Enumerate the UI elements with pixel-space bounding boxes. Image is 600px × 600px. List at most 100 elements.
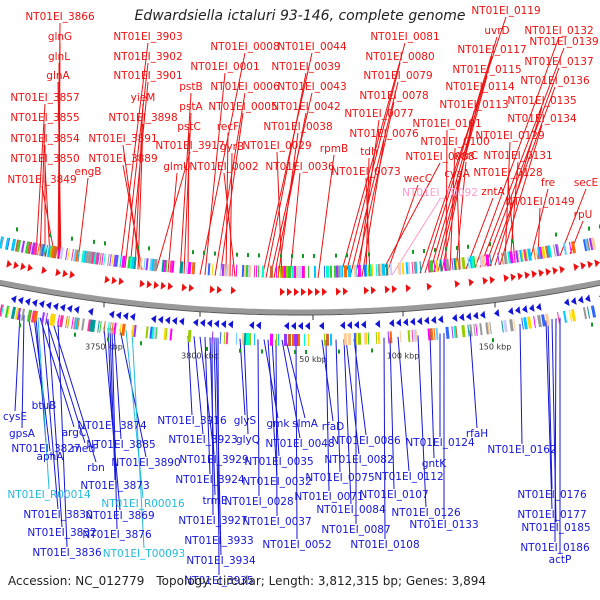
- bottom-gene-label: NT01EI_0048: [265, 438, 334, 450]
- bottom-leader-line: [213, 337, 220, 536]
- trna-marker: [511, 239, 513, 244]
- cog-block-forward: [553, 244, 556, 257]
- top-gene-label: NT01EI_0029: [242, 140, 311, 152]
- cog-block-reverse: [513, 318, 516, 331]
- cog-block-forward: [161, 259, 165, 272]
- cog-block-reverse: [445, 326, 450, 339]
- bottom-leader-line: [57, 320, 68, 548]
- top-gene-label: NT01EI_0101: [412, 118, 481, 130]
- cog-block-forward: [155, 259, 158, 272]
- cog-block-forward: [255, 265, 258, 278]
- cog-block-forward: [473, 255, 476, 268]
- forward-cds-arrow: [426, 282, 432, 291]
- reverse-cds-arrow: [200, 319, 206, 328]
- top-leader-line: [122, 164, 143, 270]
- top-leader-line: [44, 164, 51, 258]
- cog-block-forward: [525, 249, 528, 262]
- cog-block-forward: [119, 255, 122, 268]
- reverse-cds-arrow: [340, 321, 346, 330]
- cog-block-reverse: [163, 327, 167, 341]
- bottom-leader-line: [109, 328, 116, 481]
- cog-block-reverse: [71, 316, 74, 329]
- trna-marker: [588, 226, 590, 231]
- bottom-leader-line: [285, 339, 306, 419]
- bottom-gene-label: NT01EI_R00016: [101, 498, 185, 510]
- forward-cds-arrow: [405, 284, 411, 293]
- bottom-gene-label: NT01EI_0035: [244, 456, 313, 468]
- trna-marker: [16, 227, 18, 232]
- cog-block-forward: [193, 262, 196, 275]
- cog-block-forward: [73, 249, 77, 262]
- cog-block-reverse: [77, 317, 80, 330]
- reverse-cds-arrow: [403, 318, 409, 327]
- forward-cds-arrow: [335, 287, 341, 296]
- forward-cds-arrow: [146, 280, 152, 289]
- cog-block-forward: [541, 246, 546, 259]
- cog-block-reverse: [375, 332, 378, 345]
- cog-block-reverse: [81, 318, 85, 331]
- cog-block-reverse: [57, 314, 60, 327]
- trna-marker: [434, 248, 436, 253]
- map-footer: Accession: NC_012779 Topology: circular; …: [8, 574, 598, 588]
- backbone-arc: [0, 279, 600, 315]
- top-gene-label: glnG: [48, 31, 72, 43]
- top-gene-label: pstB: [179, 81, 202, 93]
- bottom-gene-label: cysE: [3, 411, 27, 423]
- bottom-gene-label: NT01EI_3874: [77, 420, 147, 432]
- cog-block-reverse: [461, 325, 466, 338]
- forward-cds-arrow: [216, 285, 222, 294]
- tick-label: 50 kbp: [299, 355, 327, 364]
- cog-block-reverse: [277, 333, 280, 346]
- cog-block-forward: [457, 257, 460, 270]
- trna-marker: [239, 348, 241, 353]
- cog-block-reverse: [433, 328, 436, 341]
- top-gene-label: NT01EI_3903: [113, 31, 182, 43]
- forward-cds-arrow: [55, 268, 61, 277]
- cog-block-forward: [81, 250, 85, 263]
- reverse-cds-arrow: [116, 311, 122, 320]
- bottom-leader-line: [113, 328, 122, 440]
- cog-block-forward: [257, 265, 260, 278]
- cog-block-forward: [279, 265, 282, 278]
- cog-block-forward: [387, 263, 390, 276]
- top-leader-line: [199, 52, 246, 275]
- top-gene-label: NT01EI_0139: [529, 36, 598, 48]
- bottom-gene-label: NT01EI_3935: [184, 575, 253, 587]
- bottom-gene-label: NT01EI_3916: [157, 415, 227, 427]
- bottom-leader-line: [281, 339, 301, 439]
- bottom-leader-line: [111, 328, 118, 530]
- cog-block-forward: [509, 251, 514, 264]
- reverse-cds-arrow: [46, 301, 52, 310]
- cog-block-reverse: [343, 333, 348, 346]
- cog-block-forward: [133, 256, 137, 270]
- reverse-cds-arrow: [571, 296, 577, 305]
- top-leader-line: [456, 179, 461, 270]
- cog-block-forward: [367, 264, 370, 277]
- reverse-cds-arrow: [438, 315, 444, 324]
- cog-block-reverse: [389, 331, 393, 344]
- cog-block-forward: [501, 252, 504, 265]
- cog-block-forward: [539, 246, 543, 259]
- trna-marker: [93, 239, 95, 244]
- bottom-gene-label: NT01EI_0176: [517, 489, 587, 501]
- forward-cds-arrow: [209, 285, 215, 294]
- cog-block-forward: [24, 241, 30, 254]
- top-gene-label: NT01EI_0129: [475, 130, 544, 142]
- cog-block-forward: [169, 260, 173, 273]
- forward-cds-arrow: [13, 261, 19, 269]
- cog-block-forward: [497, 252, 500, 266]
- cog-block-reverse: [521, 317, 524, 330]
- top-gene-label: NT01EI_0114: [445, 81, 515, 93]
- cog-block-reverse: [109, 322, 112, 335]
- top-gene-label: NT01EI_0001: [190, 61, 259, 73]
- trna-marker: [280, 253, 282, 258]
- reverse-cds-arrow: [410, 317, 416, 326]
- bottom-gene-label: NT01EI_0052: [262, 539, 331, 551]
- top-gene-label: glmU: [163, 161, 191, 173]
- feature-tracks: [0, 224, 600, 354]
- top-leader-line: [479, 47, 565, 268]
- cog-block-forward: [179, 261, 184, 274]
- cog-block-reverse: [590, 305, 597, 318]
- top-leader-line: [365, 177, 371, 277]
- top-gene-label: NT01EI_0006: [210, 81, 280, 93]
